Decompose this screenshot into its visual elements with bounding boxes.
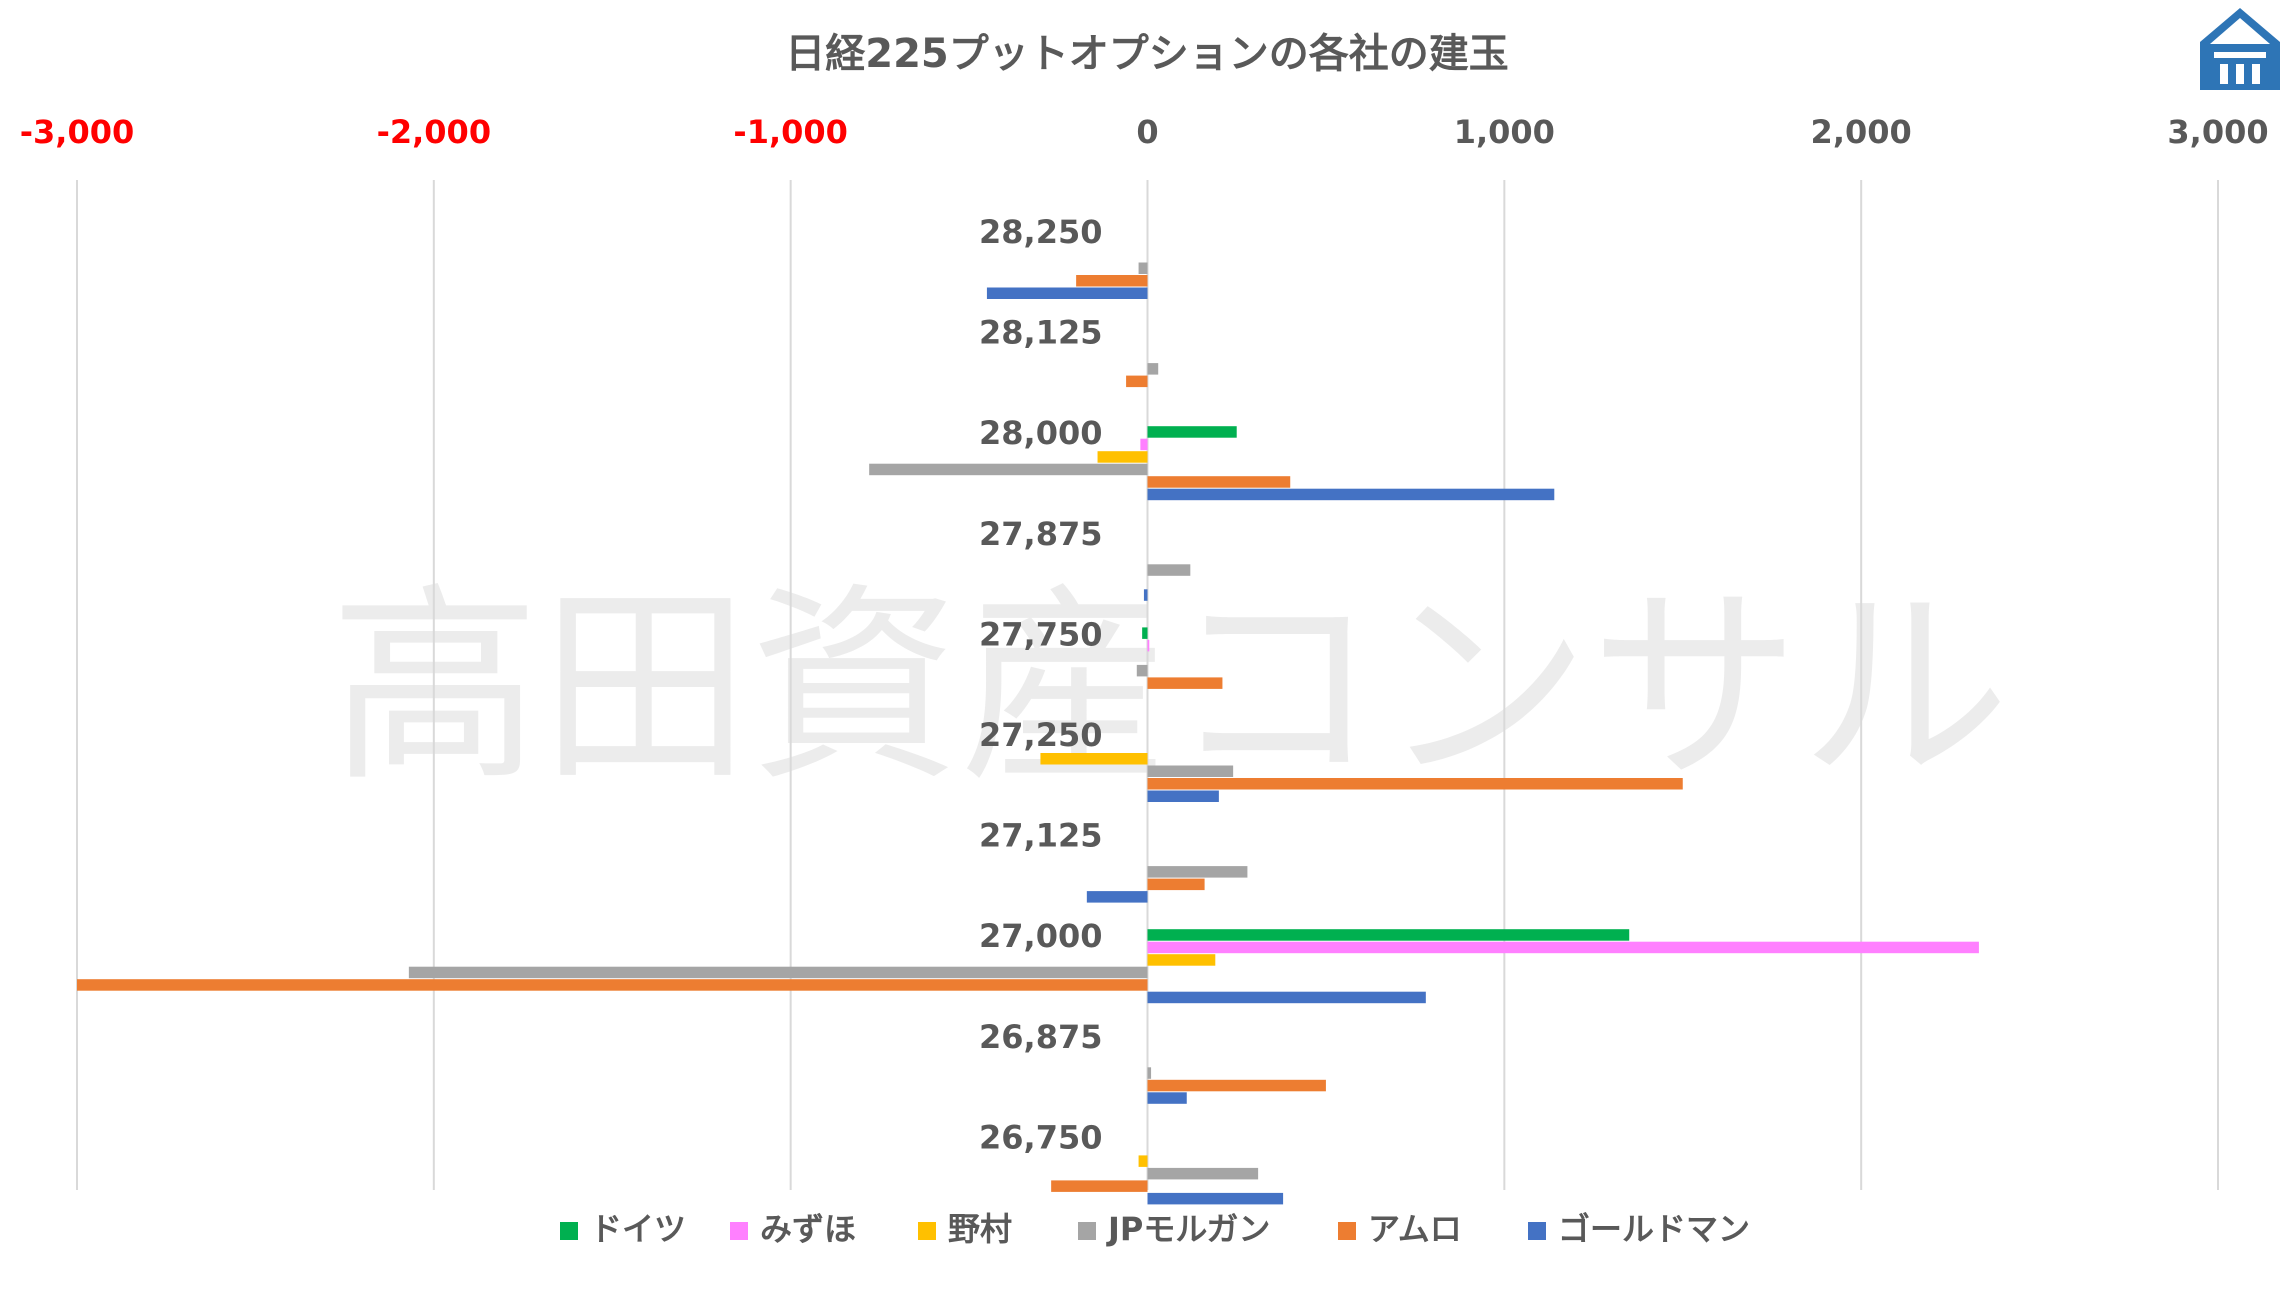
legend-label: 野村: [948, 1210, 1012, 1248]
bar-4: [1147, 1067, 1152, 1079]
legend-item: みずほ: [730, 1210, 856, 1248]
category-label: 28,000: [979, 414, 1102, 452]
bar-3: [1040, 753, 1148, 765]
bar-4: [408, 966, 1148, 979]
bar-5: [1147, 476, 1291, 488]
x-tick-label: 0: [1136, 113, 1158, 151]
takata-logo: [2200, 8, 2280, 90]
legend: ドイツ みずほ 野村 JPモルガン アムロ ゴールドマン: [560, 1210, 1750, 1248]
x-tick-label: 3,000: [2167, 113, 2268, 151]
x-axis-ticks: -3,000 -2,000 -1,000 0 1,000 2,000 3,000: [20, 113, 2269, 151]
legend-item: JPモルガン: [1078, 1210, 1270, 1248]
legend-swatch: [1528, 1222, 1546, 1240]
bar-5: [1147, 878, 1205, 891]
legend-label: アムロ: [1368, 1210, 1462, 1248]
legend-item: ゴールドマン: [1528, 1210, 1750, 1248]
bar-5: [77, 979, 1148, 991]
legend-item: ドイツ: [560, 1210, 686, 1248]
legend-swatch: [1338, 1222, 1356, 1240]
bar-6: [1147, 991, 1426, 1004]
bar-3: [1097, 451, 1148, 463]
bar-5: [1147, 677, 1223, 689]
bar-4: [1147, 765, 1234, 777]
bar-6: [986, 287, 1148, 299]
bar-4: [1147, 363, 1159, 375]
bar-5: [1076, 275, 1148, 287]
legend-swatch: [1078, 1222, 1096, 1240]
bar-5: [1147, 778, 1683, 790]
bar-4: [869, 463, 1148, 476]
bars: [77, 262, 1979, 1205]
legend-label: ゴールドマン: [1558, 1210, 1750, 1248]
bar-6: [1147, 1192, 1284, 1205]
bar-2: [1140, 438, 1148, 451]
legend-label: みずほ: [760, 1210, 856, 1248]
x-tick-label: 2,000: [1811, 113, 1912, 151]
x-tick-label: -2,000: [377, 113, 492, 151]
bar-2: [1147, 639, 1150, 652]
x-tick-label: -3,000: [20, 113, 135, 151]
bar-6: [1143, 589, 1148, 601]
bar-6: [1086, 891, 1148, 903]
legend-swatch: [730, 1222, 748, 1240]
bar-2: [1147, 941, 1979, 954]
legend-item: 野村: [918, 1210, 1012, 1248]
category-label: 28,250: [979, 213, 1102, 251]
bar-6: [1147, 488, 1555, 501]
x-tick-label: -1,000: [733, 113, 848, 151]
category-label: 28,125: [979, 314, 1102, 352]
bar-3: [1138, 1155, 1148, 1167]
legend-label: ドイツ: [590, 1210, 686, 1248]
category-label: 27,250: [979, 716, 1102, 754]
legend-swatch: [918, 1222, 936, 1240]
category-label: 27,750: [979, 615, 1102, 653]
legend-swatch: [560, 1222, 578, 1240]
x-tick-label: 1,000: [1454, 113, 1555, 151]
bar-6: [1147, 790, 1219, 802]
category-label: 26,750: [979, 1118, 1102, 1156]
bar-3: [1147, 954, 1216, 966]
bar-4: [1147, 866, 1248, 878]
category-label: 27,000: [979, 917, 1102, 955]
bar-4: [1147, 564, 1191, 576]
bar-4: [1147, 1167, 1259, 1180]
bar-5: [1147, 1079, 1326, 1092]
category-label: 26,875: [979, 1018, 1102, 1056]
bar-5: [1126, 375, 1148, 388]
category-label: 27,125: [979, 817, 1102, 855]
legend-item: アムロ: [1338, 1210, 1462, 1248]
category-label: 27,875: [979, 515, 1102, 553]
category-labels: 28,250 28,125 28,000 27,875 27,750 27,250 27,1…: [979, 213, 1102, 1156]
legend-label: JPモルガン: [1106, 1210, 1270, 1248]
bar-1: [1147, 929, 1630, 941]
bar-1: [1142, 627, 1148, 639]
bar-1: [1147, 426, 1237, 438]
bar-4: [1136, 664, 1148, 677]
chart-title: 日経225プットオプションの各社の建玉: [785, 31, 1509, 77]
bar-4: [1138, 262, 1148, 274]
bar-5: [1051, 1180, 1148, 1192]
bar-6: [1147, 1092, 1187, 1104]
gridlines: [76, 180, 2219, 1190]
